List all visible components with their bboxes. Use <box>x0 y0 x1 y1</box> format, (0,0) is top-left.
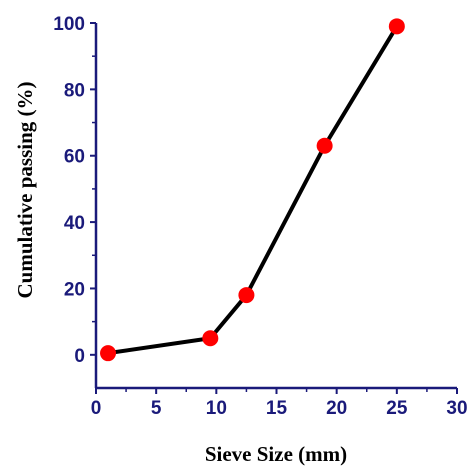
x-tick-label: 15 <box>266 398 288 419</box>
data-point <box>316 137 333 154</box>
x-tick-label: 10 <box>206 398 227 419</box>
y-tick-label: 80 <box>64 80 85 101</box>
y-tick-label: 100 <box>53 14 85 35</box>
x-tick-label: 30 <box>446 398 467 419</box>
y-tick-label: 20 <box>64 279 85 300</box>
y-tick-label: 60 <box>64 147 85 168</box>
chart-ticks: 0 5 10 15 20 25 30 0 20 40 60 80 100 <box>53 14 467 419</box>
y-axis-title: Cumulative passing (%) <box>13 81 37 298</box>
chart-series <box>100 18 405 362</box>
y-tick-label: 0 <box>74 346 85 367</box>
data-point <box>202 330 219 347</box>
data-point <box>388 18 405 35</box>
x-tick-label: 20 <box>326 398 347 419</box>
x-axis-title: Sieve Size (mm) <box>205 442 347 466</box>
x-tick-label: 25 <box>386 398 408 419</box>
series-line <box>107 25 399 356</box>
chart-axes <box>94 23 457 390</box>
data-point <box>100 345 117 362</box>
data-point <box>238 287 255 304</box>
y-tick-label: 40 <box>64 213 85 234</box>
x-tick-label: 5 <box>151 398 162 419</box>
x-tick-label: 0 <box>91 398 102 419</box>
